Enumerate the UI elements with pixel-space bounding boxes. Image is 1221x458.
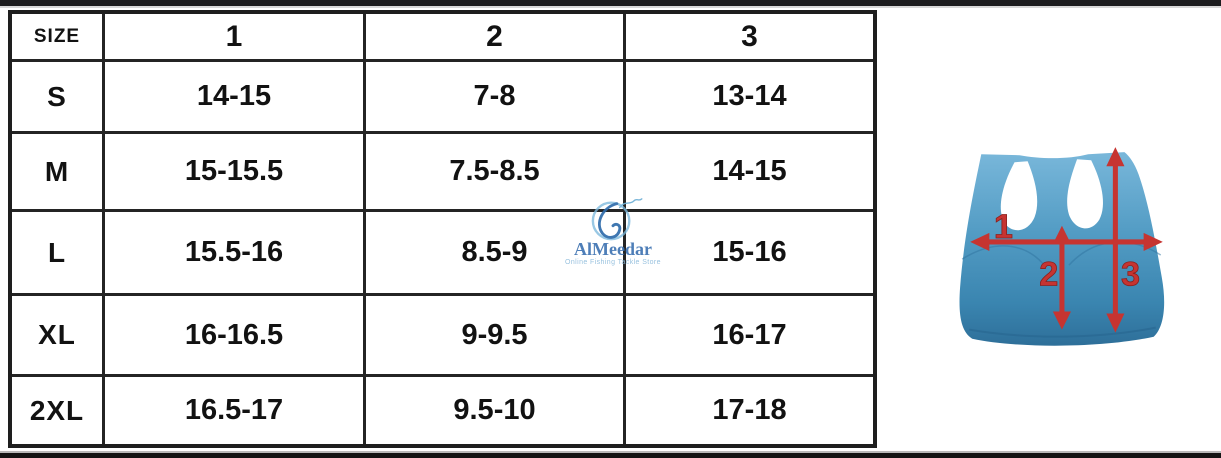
cell-l-3: 15-16 [626, 212, 873, 296]
row-label-s: S [12, 62, 105, 134]
row-label-xl: XL [12, 296, 105, 377]
row-label-2xl: 2XL [12, 377, 105, 444]
cell-2xl-1: 16.5-17 [105, 377, 366, 444]
table-header-measure-3: 3 [626, 14, 873, 62]
measure-label-2: 2 [1039, 255, 1058, 293]
cell-2xl-3: 17-18 [626, 377, 873, 444]
cell-s-3: 13-14 [626, 62, 873, 134]
row-label-m: M [12, 134, 105, 212]
top-letterbox-bar [0, 0, 1221, 8]
bottom-letterbox-bar [0, 451, 1221, 458]
cell-l-2: 8.5-9 [366, 212, 626, 296]
measure-label-1: 1 [994, 208, 1013, 246]
cell-s-2: 7-8 [366, 62, 626, 134]
arrow-3-side-height [1106, 147, 1125, 333]
cell-m-1: 15-15.5 [105, 134, 366, 212]
size-table: SIZE 1 2 3 S 14-15 7-8 13-14 M 15-15.5 7… [8, 10, 877, 448]
cell-s-1: 14-15 [105, 62, 366, 134]
cell-2xl-2: 9.5-10 [366, 377, 626, 444]
cell-xl-3: 16-17 [626, 296, 873, 377]
cell-l-1: 15.5-16 [105, 212, 366, 296]
cell-xl-1: 16-16.5 [105, 296, 366, 377]
table-header-measure-2: 2 [366, 14, 626, 62]
table-header-measure-1: 1 [105, 14, 366, 62]
cell-m-2: 7.5-8.5 [366, 134, 626, 212]
arrow-2-center-height [1052, 225, 1072, 330]
table-header-size: SIZE [12, 14, 105, 62]
measure-label-3: 3 [1121, 255, 1140, 293]
sports-bra-diagram: 1 2 3 [959, 147, 1165, 346]
cell-m-3: 14-15 [626, 134, 873, 212]
row-label-l: L [12, 212, 105, 296]
cell-xl-2: 9-9.5 [366, 296, 626, 377]
measurement-arrows [970, 147, 1163, 333]
